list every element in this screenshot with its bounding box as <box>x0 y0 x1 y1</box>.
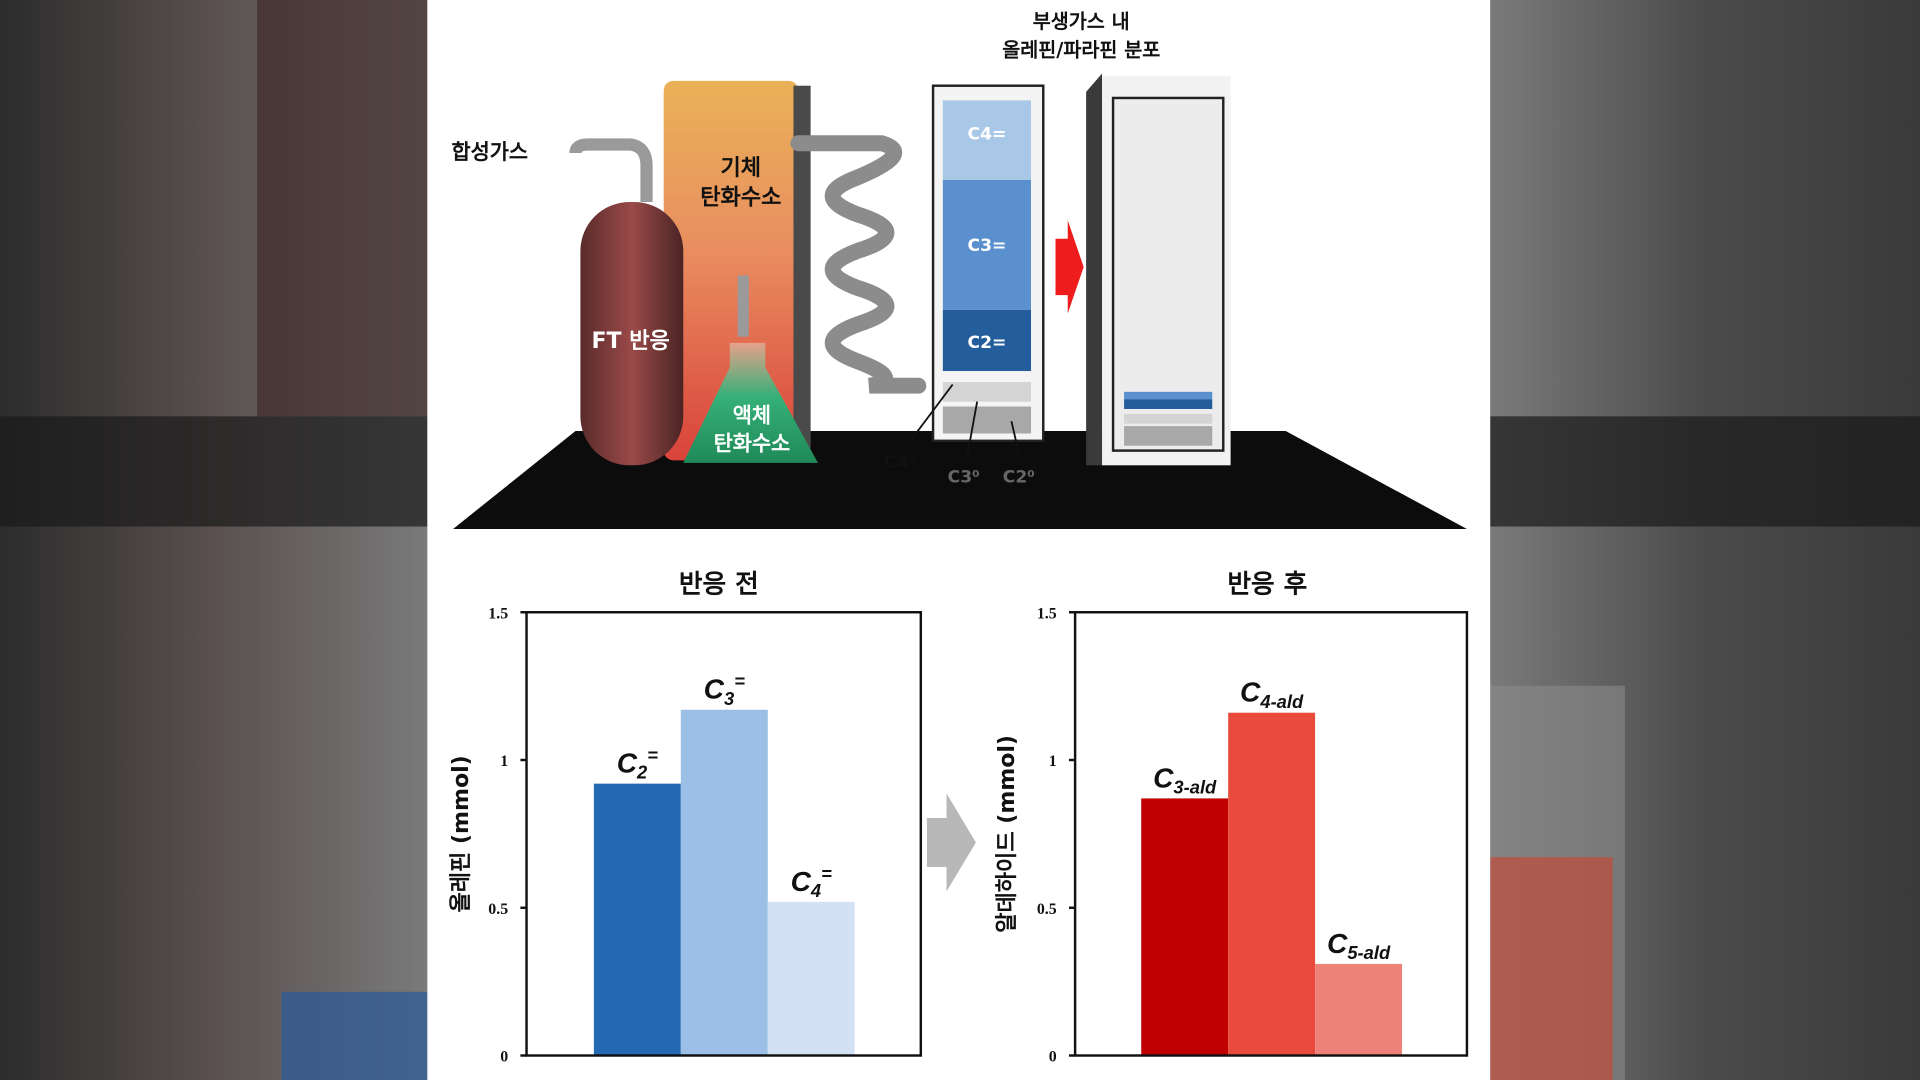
band-label-c3-olefin: C3= <box>968 236 1007 256</box>
label-c4-paraffin: C4⁰ <box>884 453 916 473</box>
bar-0 <box>593 783 681 1056</box>
chart-before-reaction: 반응 전 올레핀 (mmol) C2=C3=C4=00.511.5 <box>449 570 923 1066</box>
condenser-coil <box>790 135 927 394</box>
gas-hc-label-1: 기체 <box>721 156 762 181</box>
plot-frame <box>1073 611 1469 1057</box>
background-blur-shape <box>1490 416 1920 527</box>
ft-reaction-label: FT 반응 <box>591 329 669 354</box>
y-tick-label: 1.5 <box>1037 605 1057 622</box>
process-diagram: 기체 탄화수소 FT 반응 합성가스 액체 탄화수소 C4= C3= C2= C… <box>452 10 1467 529</box>
band-label-c4-olefin: C4= <box>968 125 1007 145</box>
background-blur-shape <box>1490 857 1613 1080</box>
liquid-hc-label-1: 액체 <box>733 403 771 427</box>
band-after-3 <box>1124 413 1213 424</box>
syngas-pipe <box>569 138 653 203</box>
bar-2 <box>1315 963 1403 1056</box>
y-tick-label: 1.5 <box>488 605 508 622</box>
band-after-4 <box>1124 426 1213 446</box>
chart-after-reaction: 반응 후 알데하이드 (mmol) C3-aldC4-aldC5-ald00.5… <box>995 570 1469 1066</box>
background-blur-shape <box>0 416 428 527</box>
y-tick-label: 1 <box>1049 753 1057 770</box>
gray-arrow-icon <box>926 793 976 892</box>
y-axis-label: 알데하이드 (mmol) <box>995 735 1020 933</box>
distribution-title-2: 올레핀/파라핀 분포 <box>1002 38 1160 61</box>
band-c4-paraffin <box>942 382 1032 402</box>
tower-side <box>793 85 811 454</box>
syngas-label: 합성가스 <box>452 140 529 164</box>
bar-1 <box>1228 712 1316 1056</box>
y-tick-label: 0 <box>1049 1049 1057 1066</box>
band-c3-olefin <box>942 180 1032 310</box>
chart-title: 반응 후 <box>1227 570 1307 600</box>
plot-frame <box>525 611 923 1057</box>
background-blur-shape <box>281 991 428 1080</box>
band-after-1 <box>1124 391 1213 400</box>
band-c3-c2-paraffin <box>942 406 1032 434</box>
y-tick-label: 0.5 <box>1037 901 1057 918</box>
y-axis-label: 올레핀 (mmol) <box>449 755 474 912</box>
gas-hc-label-2: 탄화수소 <box>700 185 781 210</box>
pointer-arrows <box>907 383 1020 456</box>
band-c2-olefin <box>942 309 1032 372</box>
ft-reactor-vessel <box>580 202 684 466</box>
label-c2-paraffin: C2⁰ <box>1003 467 1035 487</box>
chart-title: 반응 전 <box>679 570 759 600</box>
liquid-hc-label-2: 탄화수소 <box>714 432 791 456</box>
y-tick-label: 0.5 <box>488 901 508 918</box>
column-side <box>1086 73 1103 466</box>
band-after-2 <box>1124 399 1213 409</box>
distribution-title-1: 부생가스 내 <box>1033 10 1130 33</box>
background-blur-shape <box>257 0 428 417</box>
band-label-c2-olefin: C2= <box>968 333 1007 353</box>
y-tick-label: 1 <box>500 753 508 770</box>
liquid-hydrocarbon-flask <box>683 342 818 463</box>
bar-0 <box>1141 798 1229 1056</box>
label-c3-paraffin: C3⁰ <box>948 467 980 487</box>
band-c4-olefin <box>942 100 1032 180</box>
bar-1 <box>680 709 768 1056</box>
red-arrow-icon <box>1055 220 1084 314</box>
bar-2 <box>767 901 855 1056</box>
y-tick-label: 0 <box>500 1049 508 1066</box>
